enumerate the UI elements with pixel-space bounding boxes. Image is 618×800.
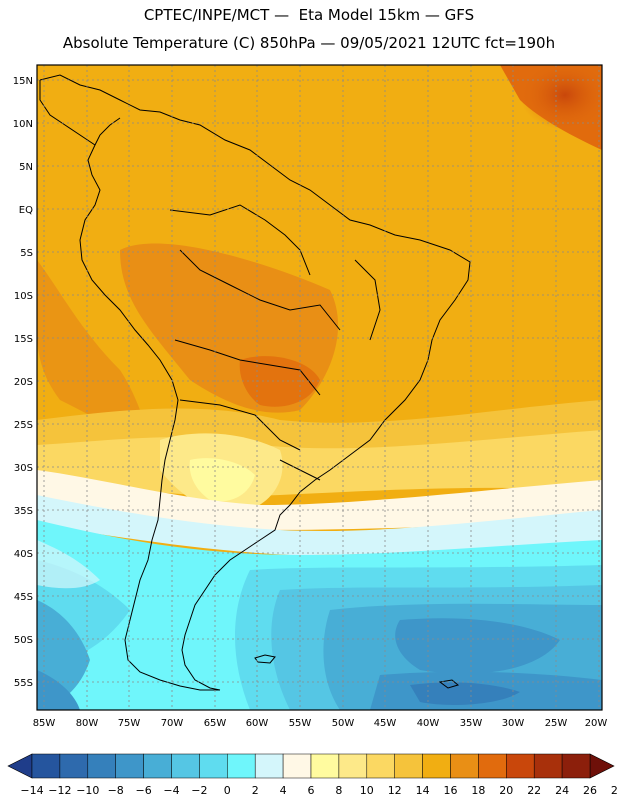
colorbar-label: −8 xyxy=(108,784,124,797)
lat-label: 15N xyxy=(13,76,33,87)
colorbar-right-arrow xyxy=(589,753,615,779)
lon-label: 20W xyxy=(585,718,608,729)
lon-label: 80W xyxy=(76,718,99,729)
colorbar-label: −6 xyxy=(135,784,151,797)
colorbar-boxes xyxy=(31,753,591,779)
longitude-labels: 85W 80W 75W 70W 65W 60W 55W 50W 45W 40W … xyxy=(33,718,608,729)
latitude-labels: 15N 10N 5N EQ 5S 10S 15S 20S 25S 30S 35S… xyxy=(13,76,33,689)
colorbar-label: −12 xyxy=(48,784,71,797)
lon-label: 25W xyxy=(545,718,568,729)
colorbar-box xyxy=(31,753,61,779)
colorbar-box xyxy=(227,753,256,779)
colorbar-label: 10 xyxy=(360,784,374,797)
lat-label: 15S xyxy=(14,334,33,345)
lat-label: 40S xyxy=(14,549,33,560)
lon-label: 65W xyxy=(204,718,227,729)
colorbar-label: 16 xyxy=(444,784,458,797)
lon-label: 70W xyxy=(161,718,184,729)
colorbar-label: −2 xyxy=(191,784,207,797)
colorbar-box xyxy=(87,753,116,779)
colorbar-labels: −14 −12 −10 −8 −6 −4 −2 0 2 4 6 8 10 12 14 16 18 20 22 24 26… xyxy=(20,784,618,797)
map-title-line1: CPTEC/INPE/MCT — Eta Model 15km — GFS xyxy=(143,6,475,24)
colorbar: −14 −12 −10 −8 −6 −4 −2 0 2 4 6 8 10 12 14 16 18 20 22 24 26… xyxy=(7,753,618,797)
lat-label: 5S xyxy=(20,248,33,259)
coastline xyxy=(39,74,471,691)
colorbar-box xyxy=(143,753,172,779)
colorbar-label: 12 xyxy=(388,784,402,797)
lon-label: 55W xyxy=(289,718,312,729)
colorbar-box xyxy=(115,753,144,779)
map-frame xyxy=(36,64,603,711)
lat-label: 55S xyxy=(14,678,33,689)
colorbar-box xyxy=(282,753,312,779)
colorbar-label: 28 xyxy=(611,784,618,797)
colorbar-label: 18 xyxy=(471,784,485,797)
lon-label: 40W xyxy=(417,718,440,729)
lat-label: 50S xyxy=(14,635,33,646)
colorbar-box xyxy=(310,753,340,779)
colorbar-label: 6 xyxy=(308,784,315,797)
colorbar-label: 22 xyxy=(527,784,541,797)
lon-label: 35W xyxy=(460,718,483,729)
colorbar-box xyxy=(533,753,563,779)
colorbar-box xyxy=(59,753,89,779)
lat-label: 10S xyxy=(14,291,33,302)
colorbar-label: 2 xyxy=(252,784,259,797)
lon-label: 30W xyxy=(502,718,525,729)
colorbar-box xyxy=(478,753,507,779)
graticule xyxy=(37,65,602,710)
colorbar-label: 24 xyxy=(555,784,569,797)
colorbar-box xyxy=(506,753,535,779)
lon-label: 75W xyxy=(118,718,141,729)
colorbar-box xyxy=(450,753,479,779)
temperature-field xyxy=(37,65,602,710)
lat-label: 30S xyxy=(14,463,33,474)
colorbar-box xyxy=(366,753,395,779)
lat-label: 5N xyxy=(19,162,33,173)
colorbar-label: 8 xyxy=(335,784,342,797)
colorbar-label: −10 xyxy=(76,784,99,797)
colorbar-label: 4 xyxy=(280,784,287,797)
lat-label: EQ xyxy=(19,205,33,216)
lat-label: 35S xyxy=(14,506,33,517)
lat-label: 20S xyxy=(14,377,33,388)
colorbar-box xyxy=(394,753,423,779)
lon-label: 85W xyxy=(33,718,56,729)
colorbar-label: 0 xyxy=(224,784,231,797)
lat-label: 45S xyxy=(14,592,33,603)
colorbar-label: 14 xyxy=(416,784,430,797)
colorbar-box xyxy=(254,753,284,779)
colorbar-box xyxy=(338,753,368,779)
colorbar-box xyxy=(561,753,591,779)
colorbar-label: 26 xyxy=(583,784,597,797)
lat-label: 10N xyxy=(13,119,33,130)
colorbar-box xyxy=(422,753,451,779)
colorbar-left-arrow xyxy=(7,753,33,779)
colorbar-box xyxy=(199,753,228,779)
colorbar-label: 20 xyxy=(499,784,513,797)
colorbar-label: −14 xyxy=(20,784,43,797)
lon-label: 60W xyxy=(246,718,269,729)
lat-label: 25S xyxy=(14,420,33,431)
lon-label: 50W xyxy=(332,718,355,729)
colorbar-box xyxy=(171,753,200,779)
map-title-line2: Absolute Temperature (C) 850hPa — 09/05/… xyxy=(62,34,556,52)
colorbar-label: −4 xyxy=(163,784,179,797)
lon-label: 45W xyxy=(374,718,397,729)
